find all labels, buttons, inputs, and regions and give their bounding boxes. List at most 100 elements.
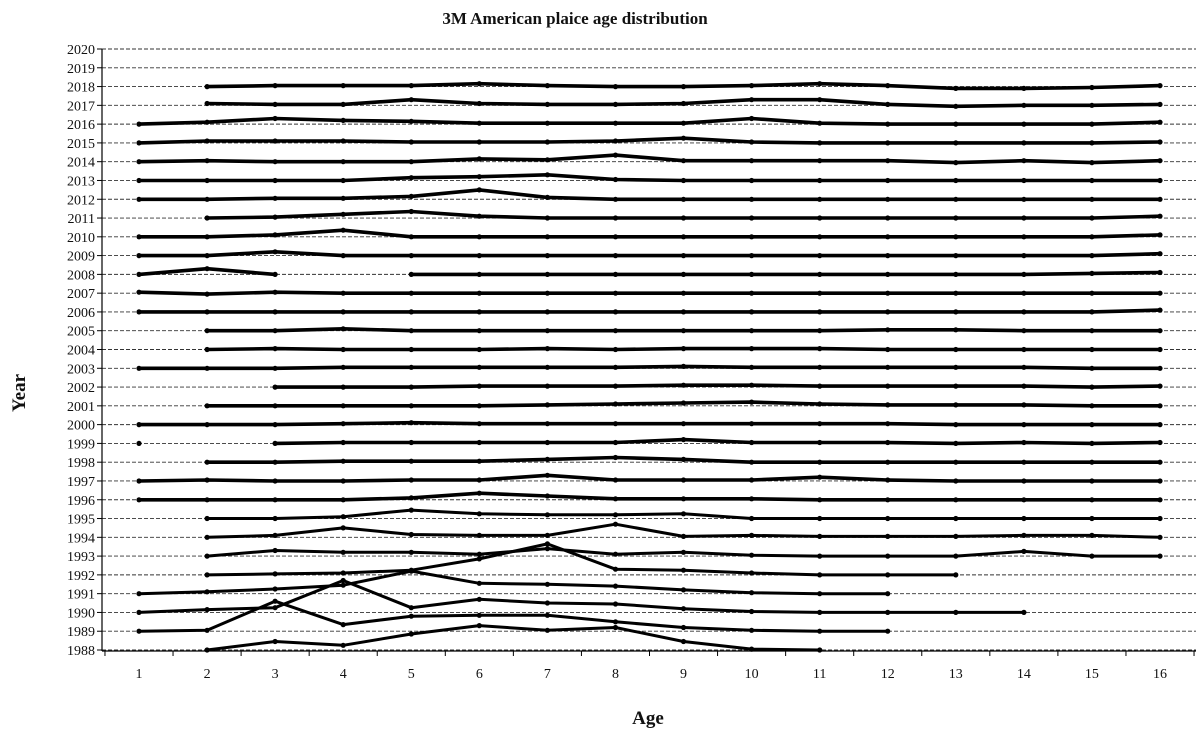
- point-1996-age-6: [476, 490, 482, 496]
- point-2015-age-14: [1021, 140, 1027, 146]
- point-2018-age-9: [680, 84, 687, 90]
- y-tick-1990: 1990: [67, 606, 95, 621]
- point-1993-age-11: [817, 553, 823, 559]
- point-2016-age-15: [1089, 121, 1095, 127]
- point-2012-age-8: [612, 196, 619, 202]
- point-1999-age-9: [680, 437, 687, 443]
- point-2001-age-12: [885, 402, 891, 408]
- point-2001-age-11: [817, 401, 823, 407]
- point-2012-age-6: [476, 187, 482, 193]
- series-1992-4: [204, 541, 959, 578]
- series-1989-1: [136, 598, 891, 634]
- point-2018-age-11: [817, 81, 823, 87]
- y-tick-2004: 2004: [67, 344, 95, 359]
- point-2009-age-5: [408, 253, 414, 259]
- point-2002-age-5: [408, 384, 414, 390]
- point-1994-age-10: [749, 532, 755, 539]
- point-2015-age-4: [340, 138, 346, 144]
- point-2013-age-15: [1089, 177, 1095, 184]
- point-2012-age-16: [1157, 196, 1163, 202]
- point-1992-age-8: [612, 566, 619, 572]
- series-line-1988: [206, 624, 820, 652]
- series-1994-6: [204, 521, 1163, 540]
- y-tick-1994: 1994: [67, 531, 95, 546]
- x-tick-9: 9: [680, 667, 687, 682]
- point-2000-age-11: [817, 421, 823, 427]
- point-2008-age-9: [680, 271, 687, 277]
- series-2017-30: [204, 97, 1163, 109]
- series-1990-2: [136, 577, 1027, 616]
- point-2006-age-7: [544, 309, 551, 315]
- y-tick-2010: 2010: [67, 231, 95, 246]
- point-2012-age-7: [544, 194, 551, 200]
- point-2018-age-7: [544, 83, 551, 89]
- point-2014-age-6: [476, 156, 482, 162]
- point-1992-age-5: [408, 567, 414, 573]
- point-1995-age-4: [340, 514, 346, 520]
- point-2007-age-8: [612, 290, 619, 296]
- point-2003-age-6: [476, 364, 482, 370]
- point-2013-age-14: [1021, 177, 1027, 184]
- point-2011-age-11: [817, 215, 823, 221]
- point-2012-age-9: [680, 196, 687, 202]
- point-1997-age-1: [136, 478, 142, 484]
- point-2008-age-1: [136, 271, 142, 277]
- y-tick-2006: 2006: [67, 306, 95, 321]
- point-1996-age-11: [817, 497, 823, 503]
- point-1996-age-1: [136, 497, 142, 503]
- point-2001-age-14: [1021, 402, 1027, 408]
- point-2018-age-8: [612, 84, 619, 90]
- point-2004-age-15: [1089, 346, 1095, 353]
- point-2015-age-7: [544, 139, 551, 145]
- series-line-2009: [139, 250, 1161, 258]
- point-1989-age-3: [272, 598, 278, 604]
- point-2008-age-12: [885, 271, 891, 277]
- point-1996-age-3: [272, 497, 278, 503]
- point-1992-age-13: [953, 572, 959, 578]
- x-tick-13: 13: [949, 667, 963, 682]
- point-1988-age-3: [272, 638, 278, 645]
- point-2005-age-14: [1021, 328, 1027, 334]
- point-2012-age-11: [817, 196, 823, 202]
- point-2008-age-16: [1157, 269, 1163, 276]
- y-tick-2014: 2014: [67, 156, 95, 171]
- point-2018-age-13: [953, 85, 959, 91]
- point-1998-age-16: [1157, 459, 1163, 465]
- point-1990-age-3: [272, 605, 278, 611]
- series-group: [136, 81, 1163, 653]
- point-1994-age-14: [1021, 532, 1027, 539]
- point-2004-age-6: [476, 346, 482, 353]
- point-2017-age-8: [612, 101, 619, 107]
- point-1995-age-8: [612, 512, 619, 518]
- point-1989-age-5: [408, 613, 414, 619]
- point-1998-age-4: [340, 458, 346, 464]
- point-2001-age-16: [1157, 403, 1163, 409]
- point-2006-age-6: [476, 309, 482, 315]
- point-1993-age-5: [408, 549, 414, 555]
- point-2013-age-16: [1157, 177, 1163, 184]
- y-tick-2017: 2017: [67, 99, 95, 114]
- point-1988-age-4: [340, 642, 346, 648]
- point-2013-age-10: [749, 177, 755, 184]
- point-2007-age-16: [1157, 290, 1163, 296]
- point-2016-age-8: [612, 120, 619, 126]
- series-line-1991: [138, 569, 888, 596]
- point-1998-age-5: [408, 458, 414, 464]
- point-2004-age-11: [817, 346, 823, 352]
- point-2003-age-5: [408, 364, 414, 370]
- point-2017-age-11: [817, 97, 823, 103]
- point-2007-age-1: [136, 289, 142, 295]
- point-2007-age-12: [885, 290, 891, 296]
- y-tick-2016: 2016: [67, 118, 95, 133]
- point-2017-age-4: [340, 101, 346, 107]
- point-1996-age-2: [204, 497, 210, 503]
- point-2006-age-12: [885, 309, 891, 315]
- point-1991-age-7: [544, 581, 551, 587]
- point-1998-age-11: [817, 459, 823, 465]
- point-1999-age-15: [1089, 440, 1095, 446]
- series-2001-13: [204, 399, 1163, 409]
- point-1996-age-14: [1021, 497, 1027, 503]
- point-1988-age-7: [544, 627, 551, 633]
- point-1994-age-8: [612, 521, 619, 527]
- point-1996-age-5: [408, 495, 414, 501]
